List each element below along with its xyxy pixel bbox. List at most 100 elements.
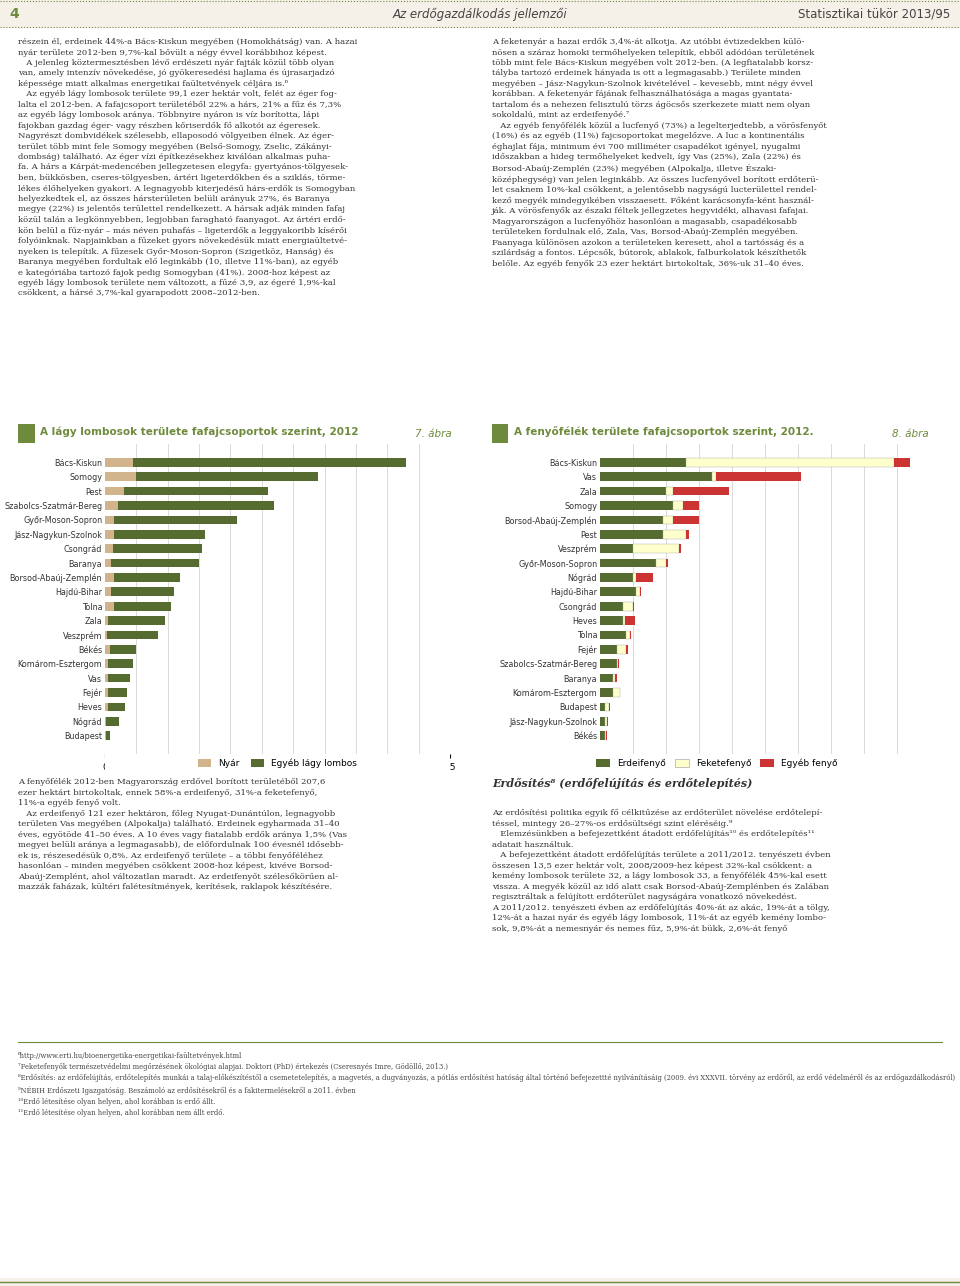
Bar bbox=[600, 487, 666, 495]
Bar bbox=[105, 558, 111, 567]
Bar bbox=[623, 616, 625, 625]
Bar bbox=[662, 516, 673, 525]
Bar bbox=[600, 472, 712, 481]
Bar bbox=[600, 688, 613, 697]
Bar bbox=[609, 702, 610, 711]
Bar bbox=[105, 702, 108, 711]
Bar bbox=[616, 660, 618, 667]
Bar bbox=[680, 544, 682, 553]
Bar bbox=[105, 516, 114, 525]
Bar bbox=[715, 472, 802, 481]
Bar bbox=[600, 732, 605, 739]
Bar bbox=[600, 530, 662, 539]
Bar bbox=[600, 516, 662, 525]
Bar bbox=[633, 574, 636, 581]
Bar bbox=[105, 688, 108, 697]
Bar bbox=[105, 502, 275, 509]
Bar bbox=[662, 530, 685, 539]
Bar bbox=[613, 674, 615, 683]
Bar bbox=[105, 458, 406, 467]
Legend: Erdeifenyő, Feketefenyő, Egyéb fenyő: Erdeifenyő, Feketefenyő, Egyéb fenyő bbox=[596, 759, 837, 768]
Bar bbox=[600, 674, 613, 683]
Bar bbox=[105, 530, 205, 539]
Text: Az erdőgazdálkodás jellemzői: Az erdőgazdálkodás jellemzői bbox=[393, 8, 567, 21]
Text: részein él, erdeinek 44%-a Bács-Kiskun megyében (Homokhátság) van. A hazai
nyár : részein él, erdeinek 44%-a Bács-Kiskun m… bbox=[18, 39, 357, 297]
Bar bbox=[683, 502, 699, 509]
Bar bbox=[105, 472, 319, 481]
Bar bbox=[105, 472, 136, 481]
Bar bbox=[105, 688, 127, 697]
Bar bbox=[600, 702, 605, 711]
X-axis label: ezer hektár: ezer hektár bbox=[252, 778, 303, 787]
Bar bbox=[105, 588, 174, 597]
Bar bbox=[656, 558, 666, 567]
Bar bbox=[492, 424, 508, 442]
Bar bbox=[673, 516, 699, 525]
Text: Erdősítés⁸ (erdőfelújítás és erdőtelepítés): Erdősítés⁸ (erdőfelújítás és erdőtelepít… bbox=[492, 778, 753, 790]
Bar bbox=[105, 602, 114, 611]
Bar bbox=[600, 646, 616, 653]
Text: A fenyőfélék területe fafajcsoportok szerint, 2012.: A fenyőfélék területe fafajcsoportok sze… bbox=[515, 427, 814, 437]
Text: Az erdősítési politika egyik fő célkitűzése az erdőterület növelése erdőtelepí-
: Az erdősítési politika egyik fő célkitűz… bbox=[492, 809, 830, 932]
Bar bbox=[600, 630, 626, 639]
Bar bbox=[18, 424, 35, 442]
Text: 7. ábra: 7. ábra bbox=[415, 428, 451, 439]
Bar bbox=[685, 458, 894, 467]
Bar bbox=[105, 530, 114, 539]
Bar bbox=[712, 472, 715, 481]
Bar bbox=[105, 487, 124, 495]
Bar bbox=[600, 458, 685, 467]
Bar bbox=[605, 732, 606, 739]
Bar bbox=[630, 630, 631, 639]
Bar bbox=[105, 558, 199, 567]
Bar bbox=[605, 702, 609, 711]
Legend: Nyár, Egyéb lágy lombos: Nyár, Egyéb lágy lombos bbox=[198, 759, 357, 768]
Bar bbox=[673, 502, 683, 509]
Text: A feketenyár a hazai erdők 3,4%-át alkotja. Az utóbbi évtizedekben külö-
nösen a: A feketenyár a hazai erdők 3,4%-át alkot… bbox=[492, 39, 827, 267]
Bar bbox=[105, 458, 133, 467]
Bar bbox=[105, 544, 112, 553]
Bar bbox=[105, 588, 111, 597]
Bar bbox=[105, 574, 180, 581]
X-axis label: ezer hektár: ezer hektár bbox=[739, 778, 791, 787]
Bar bbox=[105, 616, 108, 625]
Bar bbox=[105, 716, 107, 725]
Bar bbox=[105, 732, 110, 739]
Text: A lágy lombosok területe fafajcsoportok szerint, 2012: A lágy lombosok területe fafajcsoportok … bbox=[40, 427, 359, 437]
Bar bbox=[613, 688, 620, 697]
Bar bbox=[626, 630, 630, 639]
Bar bbox=[105, 674, 108, 683]
Bar bbox=[600, 716, 605, 725]
Bar bbox=[633, 602, 635, 611]
Text: Statisztikai tükör 2013/95: Statisztikai tükör 2013/95 bbox=[798, 8, 950, 21]
Bar bbox=[600, 558, 656, 567]
Bar bbox=[625, 616, 635, 625]
Bar bbox=[105, 502, 117, 509]
Bar bbox=[105, 574, 114, 581]
Bar bbox=[605, 716, 608, 725]
Bar bbox=[600, 502, 673, 509]
Text: 4: 4 bbox=[10, 6, 19, 21]
Bar bbox=[673, 487, 729, 495]
Bar bbox=[105, 660, 108, 667]
Bar bbox=[600, 588, 636, 597]
Bar bbox=[636, 588, 639, 597]
Bar bbox=[626, 646, 628, 653]
Bar bbox=[105, 630, 158, 639]
Bar bbox=[636, 574, 653, 581]
Bar bbox=[105, 674, 131, 683]
Bar bbox=[105, 630, 107, 639]
Text: ⁶http://www.erti.hu/bioenergetika-energetikai-faültetvények.html
⁷Feketefenyők t: ⁶http://www.erti.hu/bioenergetika-energe… bbox=[18, 1052, 955, 1118]
Bar bbox=[600, 544, 633, 553]
Bar bbox=[105, 646, 110, 653]
Bar bbox=[666, 558, 668, 567]
Bar bbox=[894, 458, 910, 467]
Bar bbox=[623, 602, 633, 611]
Text: A fenyőfélék 2012-ben Magyarország erdővel borított területéből 207,6
ezer hektá: A fenyőfélék 2012-ben Magyarország erdőv… bbox=[18, 778, 347, 891]
Bar bbox=[105, 487, 268, 495]
Bar bbox=[105, 602, 171, 611]
Bar bbox=[616, 646, 626, 653]
Bar bbox=[633, 544, 680, 553]
Bar bbox=[105, 646, 136, 653]
Bar bbox=[639, 588, 641, 597]
